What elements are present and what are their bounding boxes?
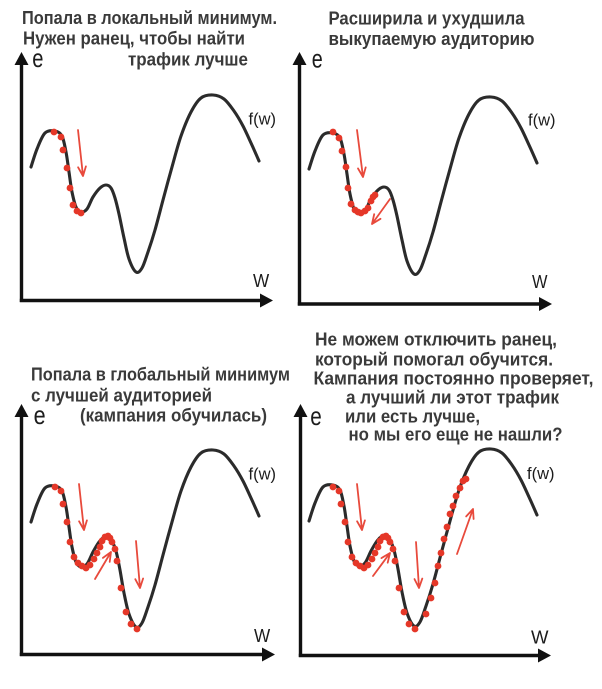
svg-text:который помогал обучится.: который помогал обучится.	[315, 349, 553, 370]
svg-text:Кампания постоянно проверяет,: Кампания постоянно проверяет,	[314, 368, 594, 389]
svg-text:а лучший ли этот трафик: а лучший ли этот трафик	[346, 387, 560, 408]
svg-text:трафик лучше: трафик лучше	[128, 49, 248, 70]
svg-text:f(w): f(w)	[528, 111, 556, 130]
svg-text:Попала в локальный минимум.: Попала в локальный минимум.	[22, 7, 277, 28]
svg-text:e: e	[34, 400, 46, 430]
svg-text:или есть лучше,: или есть лучше,	[345, 406, 480, 427]
svg-text:но мы его еще не нашли?: но мы его еще не нашли?	[349, 424, 563, 445]
svg-text:e: e	[312, 44, 323, 74]
svg-text:W: W	[531, 628, 549, 648]
svg-text:W: W	[254, 626, 270, 646]
svg-text:(кампания обучилась): (кампания обучилась)	[80, 405, 267, 426]
svg-text:e: e	[32, 43, 43, 73]
svg-text:Не можем отключить ранец,: Не можем отключить ранец,	[315, 329, 557, 350]
svg-text:Расширила и ухудшила: Расширила и ухудшила	[329, 8, 526, 29]
svg-text:W: W	[253, 271, 269, 291]
svg-text:Нужен ранец, чтобы найти: Нужен ранец, чтобы найти	[23, 28, 245, 49]
svg-text:f(w): f(w)	[527, 464, 555, 483]
svg-text:выкупаемую аудиторию: выкупаемую аудиторию	[329, 28, 535, 49]
svg-text:e: e	[310, 401, 322, 431]
svg-text:f(w): f(w)	[249, 110, 277, 129]
svg-text:f(w): f(w)	[249, 465, 277, 484]
svg-text:W: W	[532, 272, 548, 292]
svg-text:Попала в глобальный минимум: Попала в глобальный минимум	[31, 364, 290, 385]
svg-text:с лучшей аудиторией: с лучшей аудиторией	[31, 385, 212, 406]
